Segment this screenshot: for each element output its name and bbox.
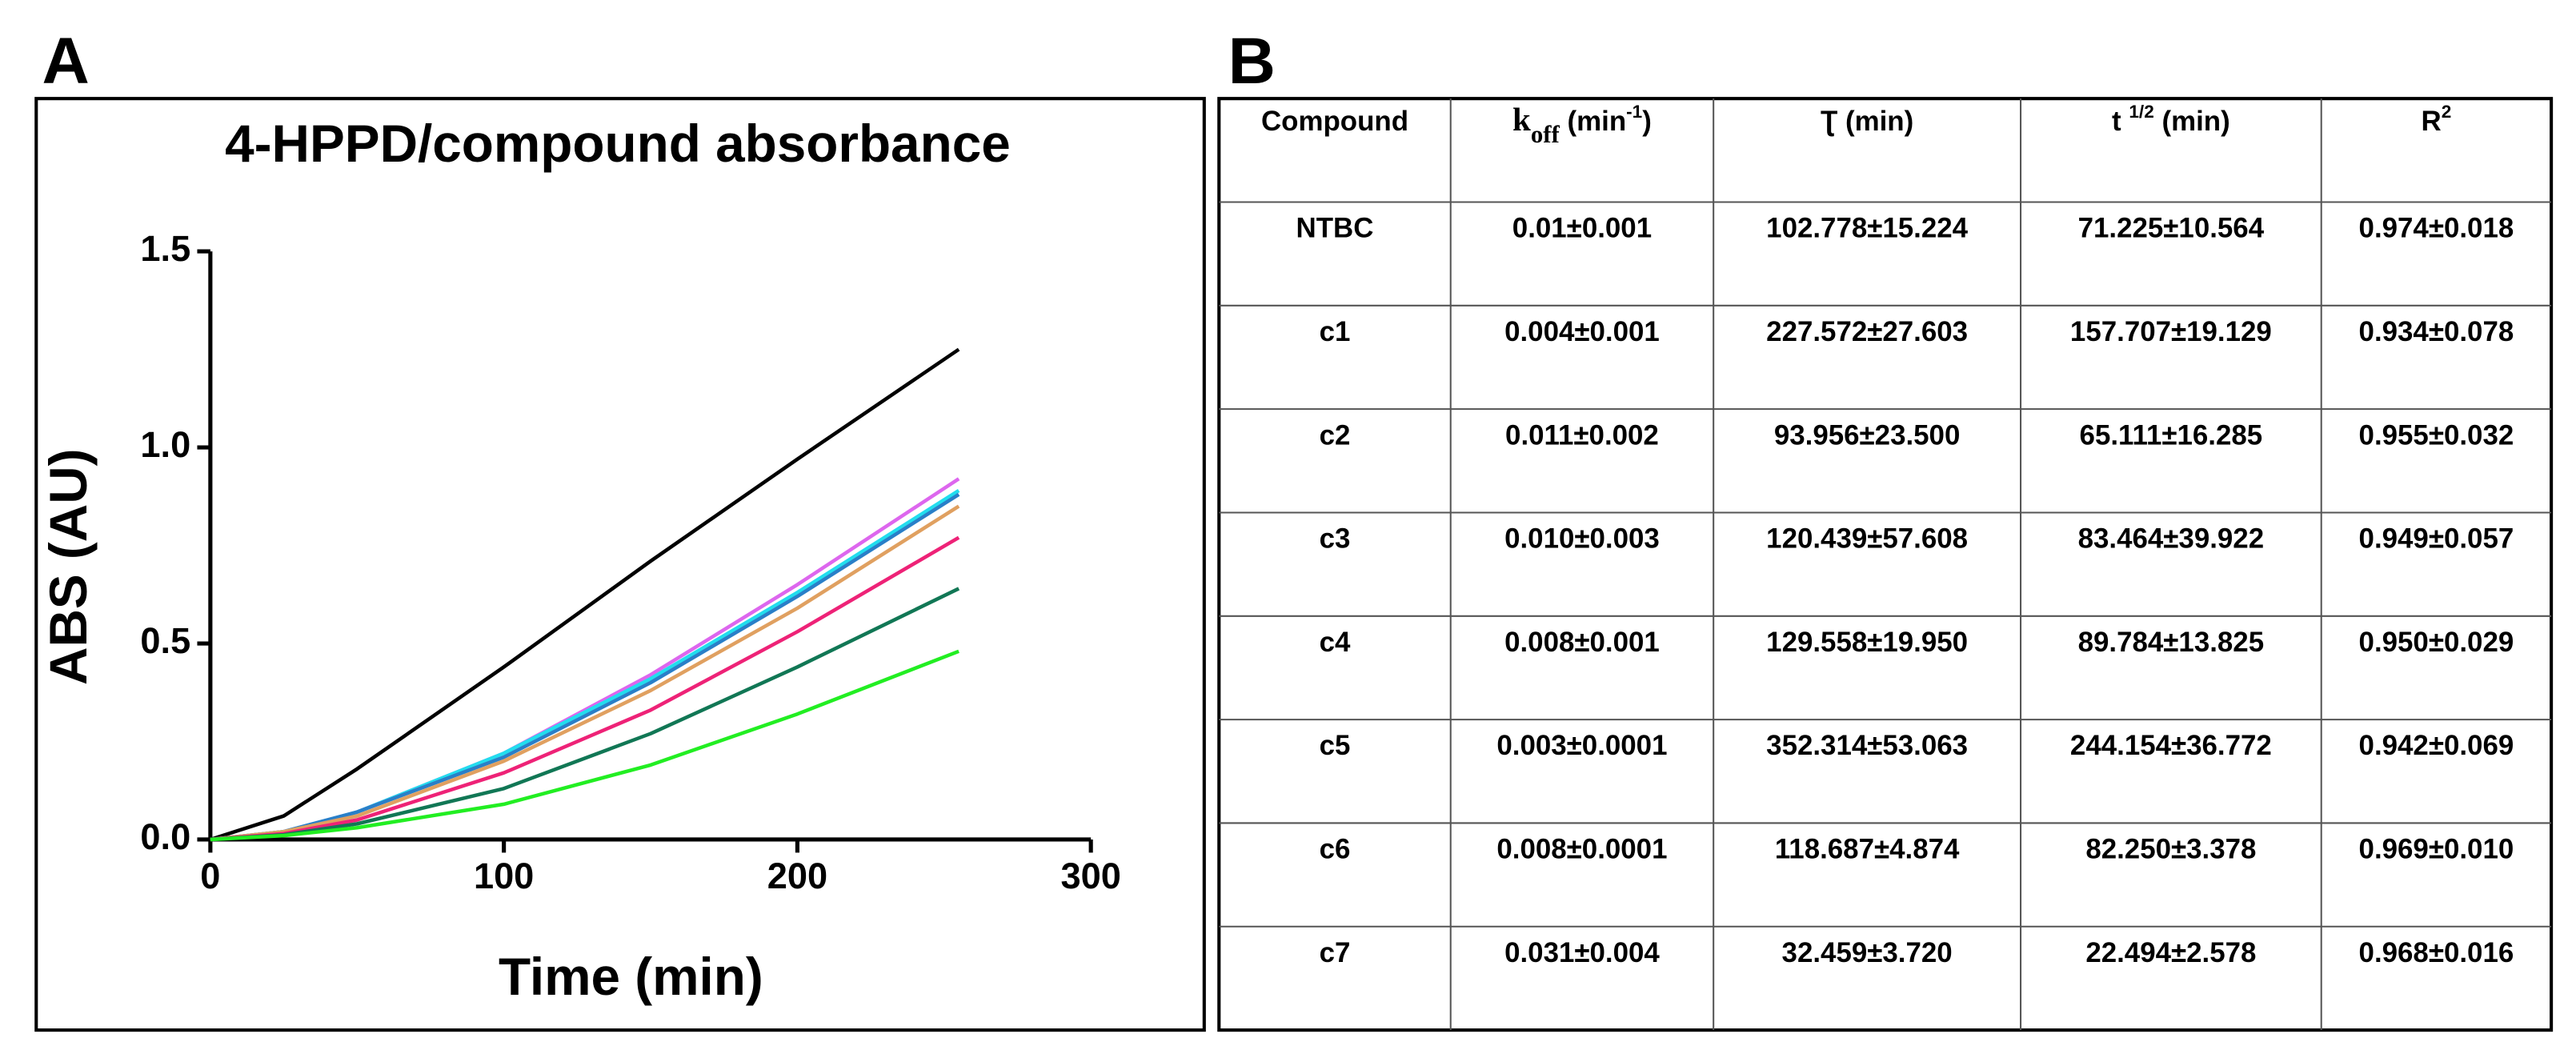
x-tick-label: 0 xyxy=(200,856,220,896)
y-tick-label: 1.5 xyxy=(140,228,190,269)
table-cell: 83.464±39.922 xyxy=(2078,523,2264,555)
data-line xyxy=(210,492,960,842)
compound-name: NTBC xyxy=(1296,213,1374,244)
table-cell: 0.031±0.004 xyxy=(1504,937,1660,968)
table-cell: 82.250±3.378 xyxy=(2085,834,2256,865)
table-cell: 352.314±53.063 xyxy=(1766,730,1968,761)
table-header: Ʈ (min) xyxy=(1821,106,1913,137)
y-tick-label: 1.0 xyxy=(140,424,190,465)
y-tick-label: 0.5 xyxy=(140,620,190,661)
table-header: koff (min-1) xyxy=(1512,101,1652,148)
header-part: off xyxy=(1531,121,1560,148)
data-line xyxy=(210,649,959,842)
compound-name: c4 xyxy=(1320,627,1351,658)
table-cell: 0.949±0.057 xyxy=(2359,523,2514,555)
table-cell: 0.934±0.078 xyxy=(2359,316,2514,347)
data-line xyxy=(210,477,960,842)
panel-label: B xyxy=(1228,25,1276,98)
header-part: 2 xyxy=(2442,102,2452,122)
table-cell: 129.558±19.950 xyxy=(1766,627,1968,658)
compound-name: c2 xyxy=(1320,419,1351,451)
table-header: R2 xyxy=(2422,102,2452,137)
table-header: t 1/2 (min) xyxy=(2112,102,2230,137)
y-axis-title: ABS (AU) xyxy=(39,448,98,685)
header-part: 1/2 xyxy=(2129,102,2153,122)
table-cell: 0.969±0.010 xyxy=(2359,834,2514,865)
table-cell: 227.572±27.603 xyxy=(1766,316,1968,347)
x-tick-label: 200 xyxy=(767,856,827,896)
table-cell: 0.011±0.002 xyxy=(1505,419,1659,451)
compound-name: c5 xyxy=(1320,730,1351,761)
table-cell: 157.707±19.129 xyxy=(2070,316,2272,347)
table-cell: 0.955±0.032 xyxy=(2359,419,2514,451)
table-cell: 0.01±0.001 xyxy=(1512,213,1652,244)
table-cell: 120.439±57.608 xyxy=(1766,523,1968,555)
table-cell: 244.154±36.772 xyxy=(2070,730,2272,761)
x-axis-title: Time (min) xyxy=(499,948,763,1006)
table-cell: 0.004±0.001 xyxy=(1504,316,1660,347)
table-cell: 0.008±0.0001 xyxy=(1496,834,1667,865)
table-cell: 0.942±0.069 xyxy=(2359,730,2514,761)
compound-name: c7 xyxy=(1320,937,1351,968)
table-header: Compound xyxy=(1261,106,1408,137)
data-line xyxy=(210,504,960,842)
table-cell: 0.003±0.0001 xyxy=(1496,730,1667,761)
compound-name: c6 xyxy=(1320,834,1351,865)
table-cell: 102.778±15.224 xyxy=(1766,213,1968,244)
table-cell: 0.950±0.029 xyxy=(2359,627,2514,658)
x-tick-label: 100 xyxy=(474,856,534,896)
header-part: ) xyxy=(1642,106,1652,137)
panel-b-frame xyxy=(1217,97,2554,1032)
compound-name: c1 xyxy=(1320,316,1351,347)
table-cell: 22.494±2.578 xyxy=(2085,937,2256,968)
table-cell: 0.010±0.003 xyxy=(1504,523,1660,555)
header-part: R xyxy=(2422,106,2442,137)
header-part: Compound xyxy=(1261,106,1408,137)
table-cell: 71.225±10.564 xyxy=(2078,213,2265,244)
header-part: -1 xyxy=(1626,102,1642,122)
header-part: k xyxy=(1512,101,1531,138)
chart-title: 4-HPPD/compound absorbance xyxy=(225,114,1011,173)
table-cell: 0.974±0.018 xyxy=(2359,213,2514,244)
data-line xyxy=(210,489,960,842)
table-cell: 0.008±0.001 xyxy=(1504,627,1660,658)
table-cell: 32.459±3.720 xyxy=(1782,937,1953,968)
table-cell: 65.111±16.285 xyxy=(2080,419,2263,451)
panel-label: A xyxy=(42,25,90,98)
compound-name: c3 xyxy=(1320,523,1351,555)
header-part: Ʈ (min) xyxy=(1821,106,1913,137)
x-tick-label: 300 xyxy=(1060,856,1120,896)
table-cell: 93.956±23.500 xyxy=(1774,419,1960,451)
table-cell: 89.784±13.825 xyxy=(2078,627,2264,658)
header-part: t xyxy=(2112,106,2129,137)
table-cell: 118.687±4.874 xyxy=(1775,834,1960,865)
y-tick-label: 0.0 xyxy=(140,816,190,857)
data-line xyxy=(210,347,960,842)
header-part: (min xyxy=(1560,106,1626,137)
table-cell: 0.968±0.016 xyxy=(2359,937,2514,968)
data-line xyxy=(210,535,960,842)
panel-a-frame xyxy=(34,97,1206,1032)
header-part: (min) xyxy=(2154,106,2230,137)
